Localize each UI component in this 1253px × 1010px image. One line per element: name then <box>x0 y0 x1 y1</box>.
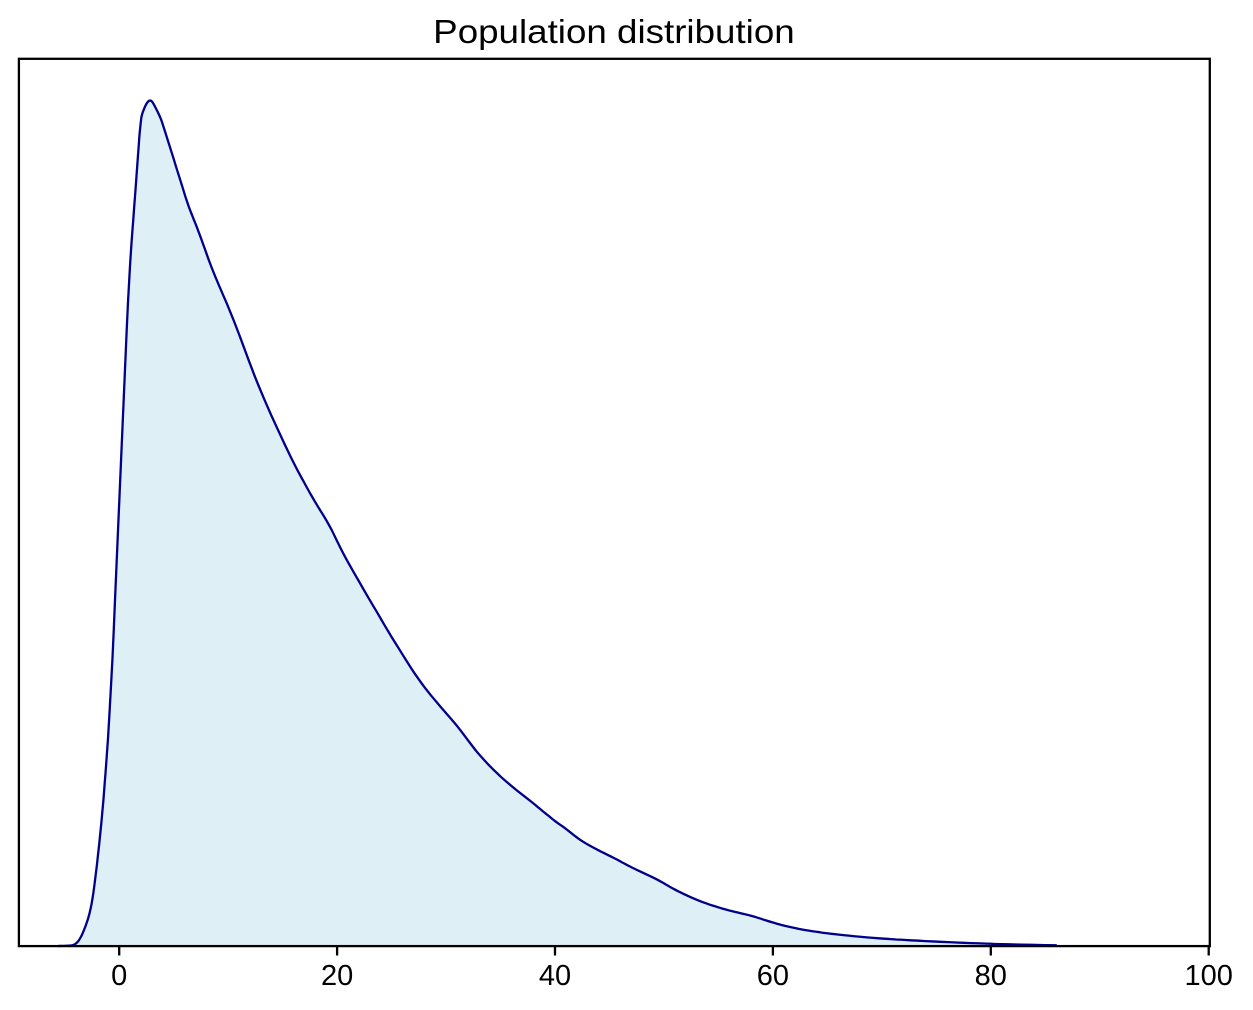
svg-text:0: 0 <box>111 960 127 992</box>
svg-text:60: 60 <box>757 960 789 992</box>
svg-text:Population distribution: Population distribution <box>433 13 795 50</box>
svg-text:40: 40 <box>539 960 571 992</box>
svg-text:80: 80 <box>975 960 1007 992</box>
svg-text:20: 20 <box>321 960 353 992</box>
svg-text:100: 100 <box>1185 960 1233 992</box>
